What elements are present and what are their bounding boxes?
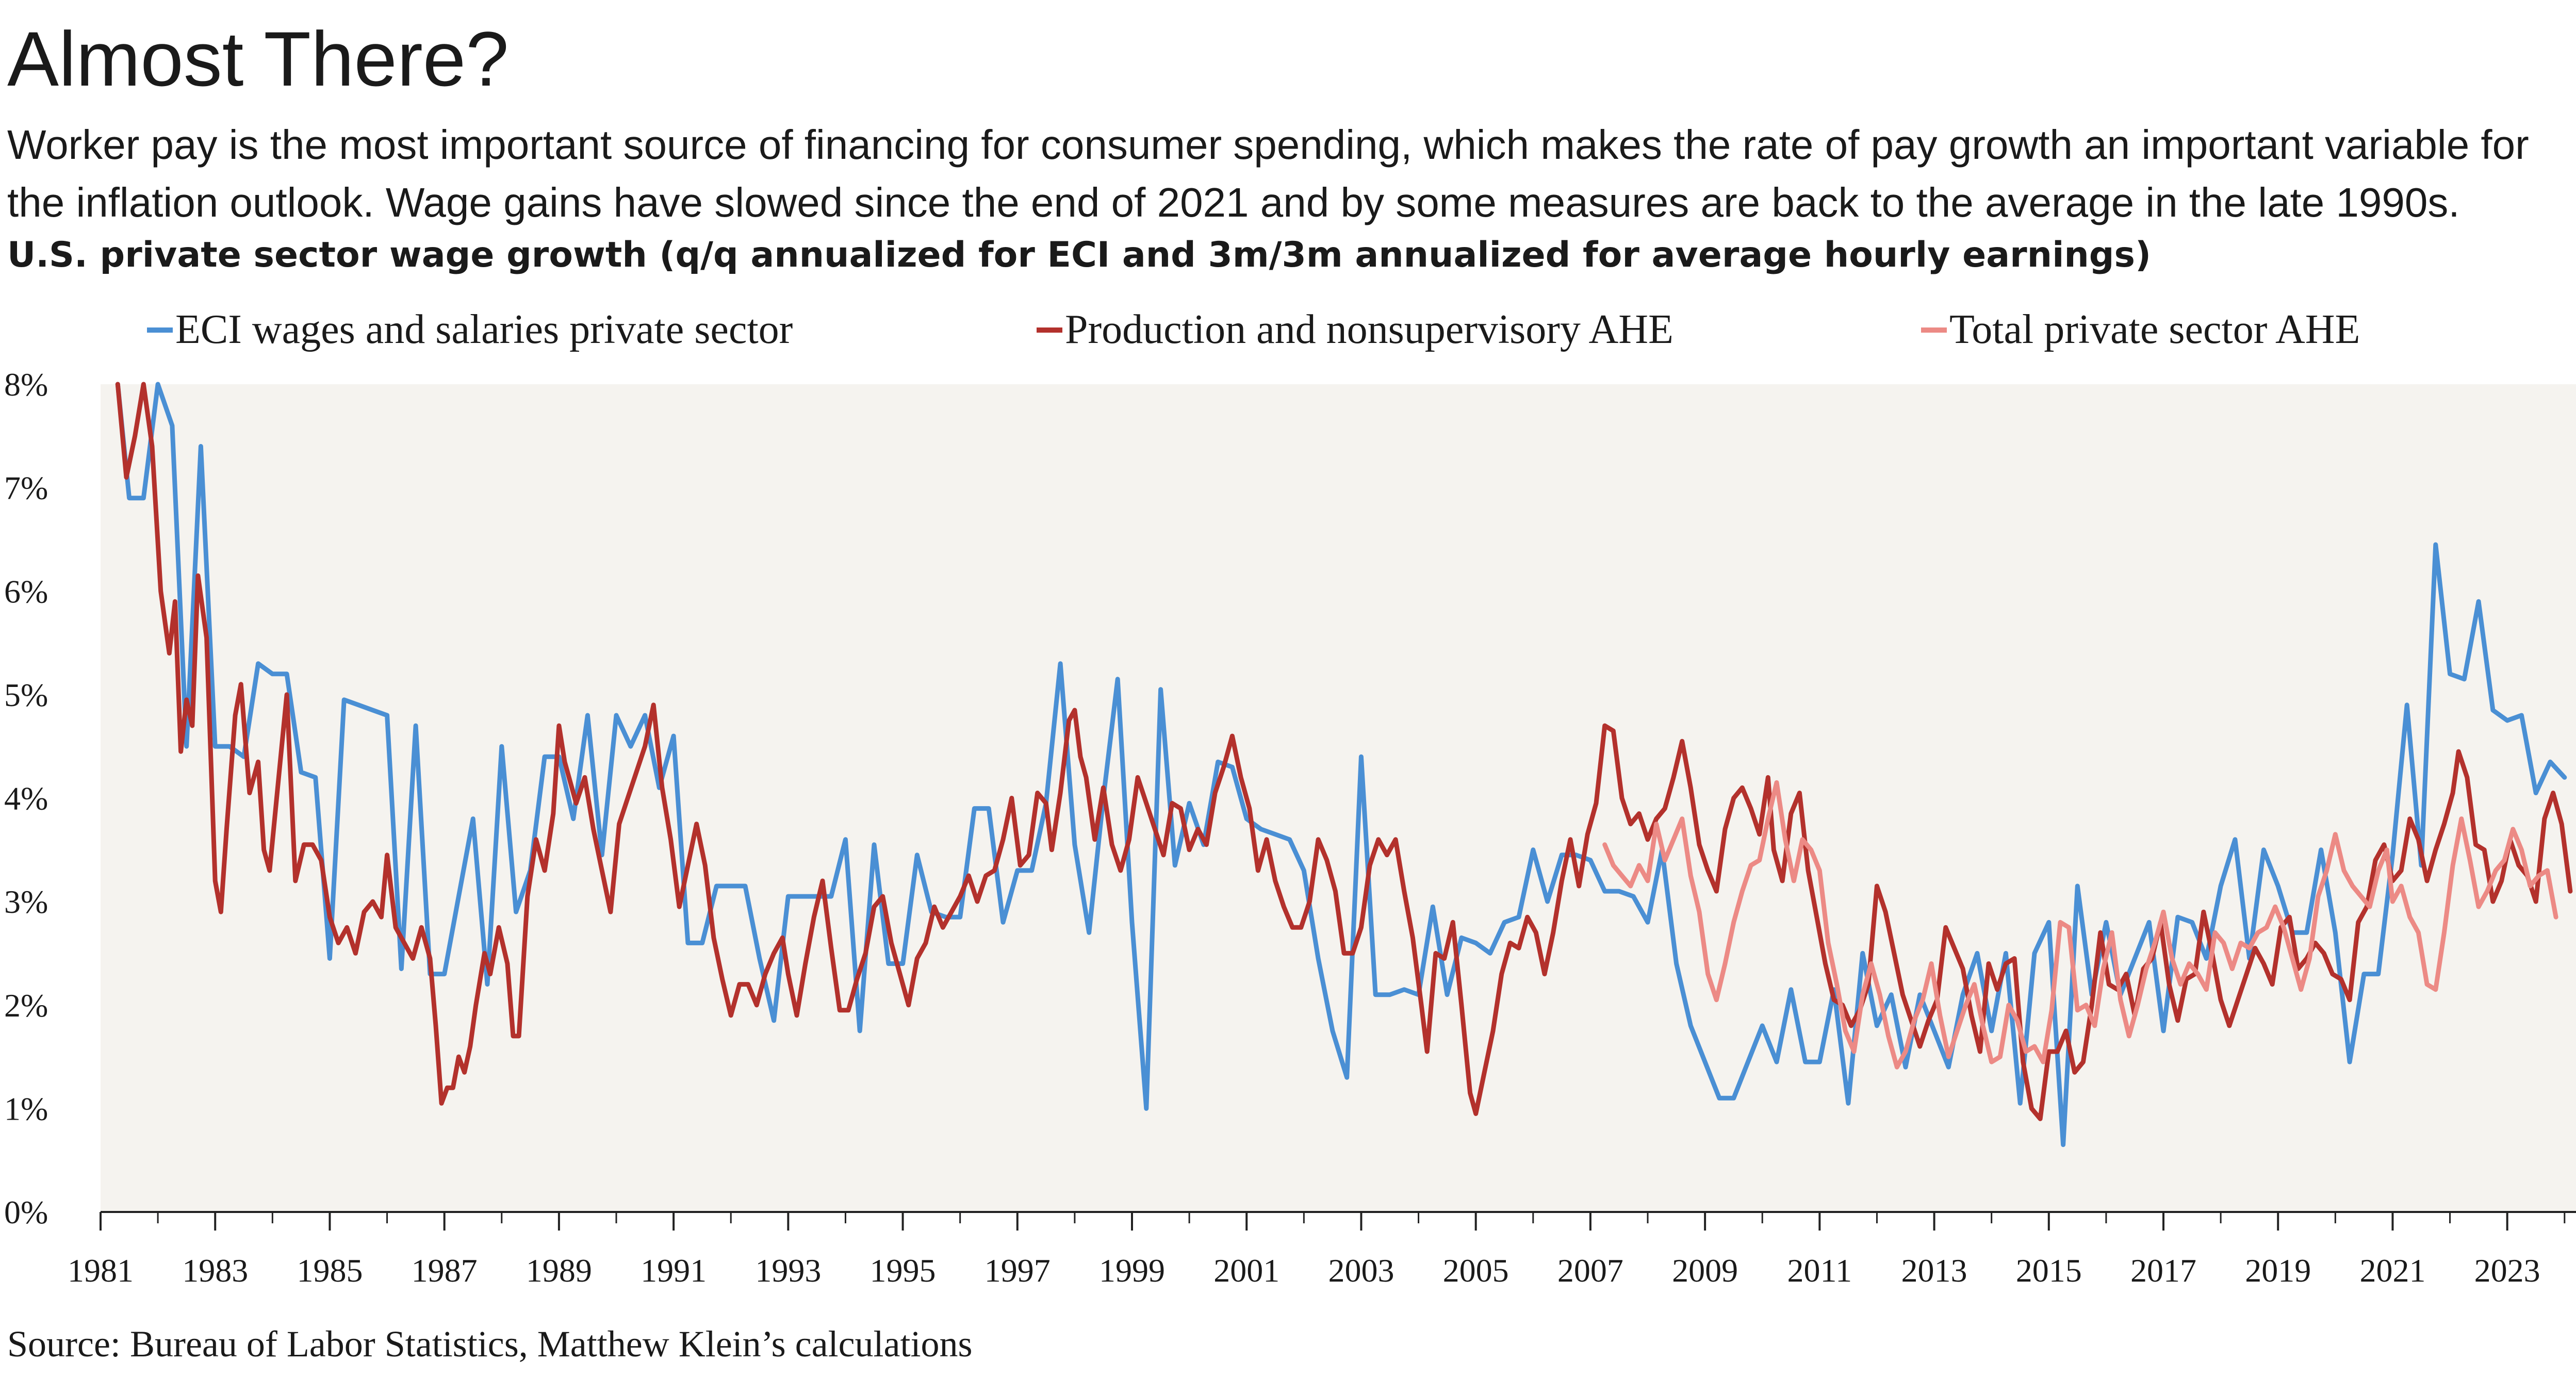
x-tick-label: 1999 [1099, 1252, 1165, 1289]
x-tick-label: 2001 [1213, 1252, 1279, 1289]
source-note: Source: Bureau of Labor Statistics, Matt… [7, 1323, 973, 1365]
series-lines [115, 382, 2573, 1148]
x-tick-label: 2007 [1557, 1252, 1623, 1289]
legend-label: Total private sector AHE [1949, 307, 2360, 352]
x-tick-label: 1997 [985, 1252, 1051, 1289]
y-tick-label: 6% [4, 573, 48, 610]
x-tick-label: 2021 [2359, 1252, 2425, 1289]
x-tick-label: 1985 [297, 1252, 363, 1289]
y-tick-label: 5% [4, 677, 48, 713]
x-tick-label: 2013 [1901, 1252, 1967, 1289]
y-tick-label: 0% [4, 1194, 48, 1231]
y-tick-label: 3% [4, 883, 48, 920]
plot-area [101, 384, 2576, 1212]
x-tick-label: 2015 [2016, 1252, 2082, 1289]
legend-label: Production and nonsupervisory AHE [1065, 307, 1673, 352]
x-tick-label: 1991 [641, 1252, 707, 1289]
legend: ECI wages and salaries private sector Pro… [147, 307, 2360, 352]
x-tick-label: 2005 [1443, 1252, 1509, 1289]
y-tick-label: 7% [4, 470, 48, 506]
y-tick-label: 1% [4, 1090, 48, 1127]
series-line-1 [115, 382, 2567, 1148]
x-tick-label: 2011 [1787, 1252, 1852, 1289]
chart-title: Almost There? [7, 15, 509, 102]
chart-heading: U.S. private sector wage growth (q/q ann… [7, 235, 2152, 275]
x-tick-label: 2009 [1672, 1252, 1738, 1289]
y-axis: 0% 1% 2% 3% 4% 5% 6% 7% 8% [4, 366, 48, 1231]
x-tick-label: 1981 [68, 1252, 134, 1289]
x-tick-label: 2023 [2474, 1252, 2540, 1289]
x-tick-label: 1993 [755, 1252, 821, 1289]
x-tick-label: 1983 [182, 1252, 248, 1289]
x-tick-label: 1987 [412, 1252, 478, 1289]
x-tick-label: 2017 [2130, 1252, 2196, 1289]
x-tick-label: 2003 [1328, 1252, 1394, 1289]
x-tick-label: 1989 [526, 1252, 592, 1289]
x-tick-label: 2019 [2245, 1252, 2311, 1289]
series-line-3 [1602, 780, 2558, 1070]
y-tick-label: 2% [4, 987, 48, 1024]
chart-subtitle: Worker pay is the most important source … [7, 122, 2529, 225]
y-tick-label: 4% [4, 780, 48, 817]
x-tick-label: 1995 [870, 1252, 936, 1289]
y-tick-label: 8% [4, 366, 48, 403]
legend-label: ECI wages and salaries private sector [175, 307, 793, 352]
x-axis: 1981 1983 1985 1987 1989 1991 1993 1995 1997 1999… [68, 1211, 2576, 1289]
